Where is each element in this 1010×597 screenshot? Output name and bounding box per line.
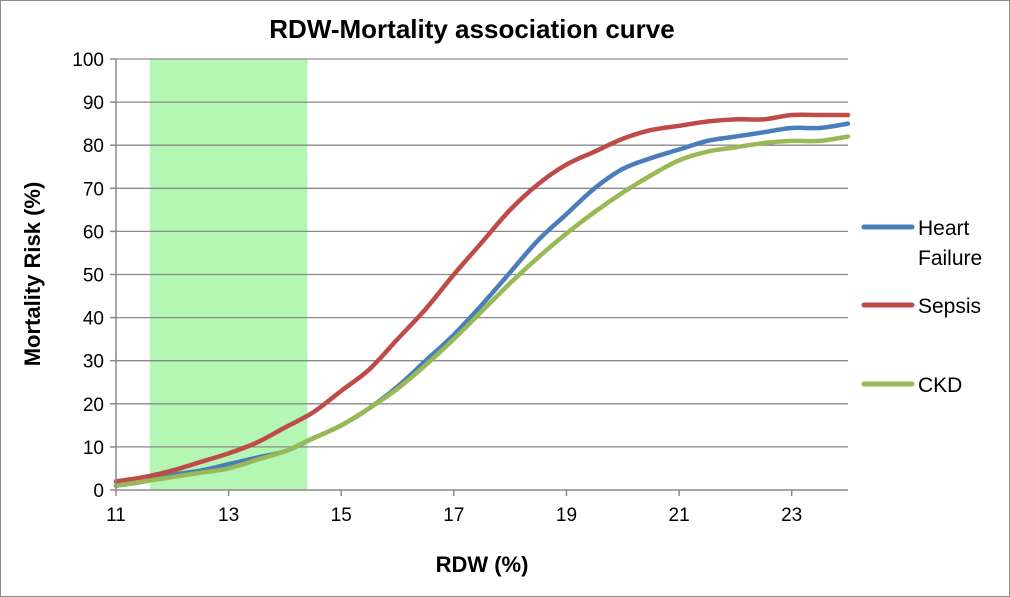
legend-label: CKD (918, 374, 962, 397)
y-tick-label: 30 (83, 352, 104, 373)
x-tick-label: 11 (106, 505, 126, 526)
y-tick-label: 0 (93, 481, 104, 502)
y-tick-label: 70 (83, 179, 104, 200)
legend-label: Heart Failure (918, 217, 982, 270)
legend: Heart Failure Sepsis CKD (861, 217, 982, 397)
series-layer (113, 112, 851, 488)
x-tick-label: 23 (781, 505, 802, 526)
y-tick-label: 80 (83, 136, 104, 157)
x-tick-label: 19 (556, 505, 577, 526)
chart-title: RDW-Mortality association curve (269, 14, 674, 44)
x-tick-label: 13 (218, 505, 239, 526)
x-axis-label: RDW (%) (436, 552, 529, 577)
x-tick-label: 15 (331, 505, 352, 526)
y-tick-label: 90 (83, 93, 104, 114)
y-tick-label: 40 (83, 309, 104, 330)
y-tick-label: 50 (83, 266, 104, 287)
x-tick-label: 17 (443, 505, 464, 526)
y-tick-label: 100 (72, 50, 104, 71)
axis-layer: 0 10 20 30 40 50 60 70 80 90 100 11 13 15 17 19 21 23 (72, 50, 848, 526)
y-tick-label: 10 (83, 438, 104, 459)
series-line-sepsis (113, 112, 851, 484)
series-line-heart-failure (113, 121, 851, 488)
series-line-ckd (113, 134, 851, 488)
x-tick-label: 21 (669, 505, 690, 526)
y-tick-label: 20 (83, 395, 104, 416)
legend-label: Sepsis (918, 295, 981, 318)
y-axis-label: Mortality Risk (%) (20, 182, 45, 367)
grid-layer (116, 58, 848, 448)
y-tick-label: 60 (83, 222, 104, 243)
